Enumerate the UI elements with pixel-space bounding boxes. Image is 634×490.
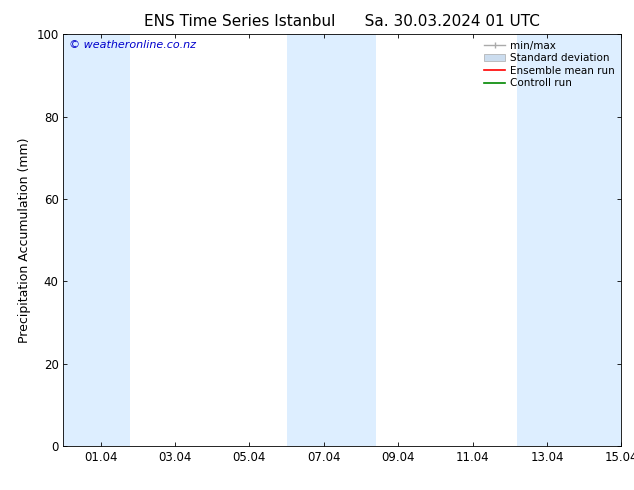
Bar bbox=[287, 34, 376, 446]
Bar bbox=[517, 34, 621, 446]
Bar bbox=[63, 34, 131, 446]
Title: ENS Time Series Istanbul      Sa. 30.03.2024 01 UTC: ENS Time Series Istanbul Sa. 30.03.2024 … bbox=[145, 14, 540, 29]
Legend: min/max, Standard deviation, Ensemble mean run, Controll run: min/max, Standard deviation, Ensemble me… bbox=[481, 37, 618, 92]
Y-axis label: Precipitation Accumulation (mm): Precipitation Accumulation (mm) bbox=[18, 137, 30, 343]
Text: © weatheronline.co.nz: © weatheronline.co.nz bbox=[69, 41, 196, 50]
